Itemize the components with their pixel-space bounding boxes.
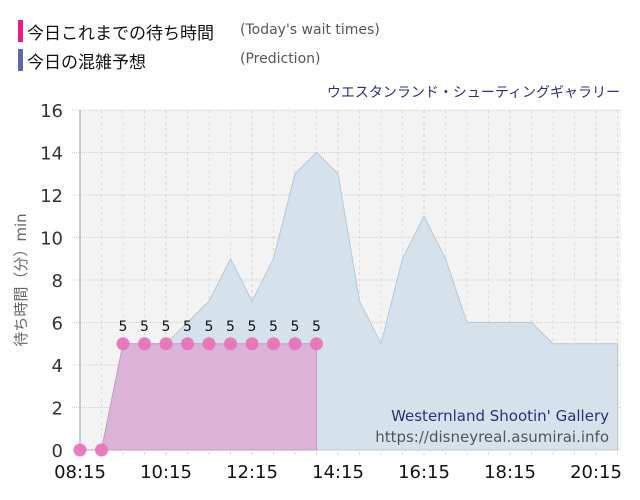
- y-axis-label: 待ち時間（分）min: [12, 213, 30, 346]
- svg-text:5: 5: [312, 319, 321, 335]
- svg-text:5: 5: [269, 319, 278, 335]
- legend-prediction-swatch: [18, 49, 23, 71]
- svg-text:12:15: 12:15: [226, 462, 278, 483]
- svg-text:5: 5: [291, 319, 300, 335]
- svg-text:4: 4: [52, 356, 63, 377]
- svg-text:16: 16: [40, 101, 63, 122]
- svg-text:6: 6: [52, 314, 63, 335]
- svg-text:5: 5: [183, 319, 192, 335]
- x-axis: 08:15 10:15 12:15 14:15 16:15 18:15 20:15: [54, 462, 622, 483]
- legend-prediction-label-en: (Prediction): [240, 51, 321, 67]
- legend-actual-label: 今日これまでの待ち時間: [27, 23, 214, 44]
- svg-text:16:15: 16:15: [398, 462, 450, 483]
- svg-text:14:15: 14:15: [312, 462, 364, 483]
- legend-prediction: 今日の混雑予想: [18, 49, 146, 73]
- svg-text:5: 5: [248, 319, 257, 335]
- svg-text:08:15: 08:15: [54, 462, 106, 483]
- svg-text:5: 5: [119, 319, 128, 335]
- svg-text:20:15: 20:15: [570, 462, 622, 483]
- svg-text:10:15: 10:15: [140, 462, 192, 483]
- y-axis: 0 2 4 6 8 10 12 14 16: [40, 101, 63, 462]
- svg-text:10: 10: [40, 229, 63, 250]
- svg-text:0: 0: [52, 441, 63, 462]
- svg-text:14: 14: [40, 144, 63, 165]
- legend-actual-label-en: (Today's wait times): [240, 22, 380, 38]
- actual-markers: [73, 337, 323, 457]
- legend-actual: 今日これまでの待ち時間: [18, 20, 214, 44]
- legend-actual-swatch: [18, 20, 23, 42]
- svg-text:18:15: 18:15: [484, 462, 536, 483]
- svg-text:2: 2: [52, 399, 63, 420]
- legend-prediction-label: 今日の混雑予想: [27, 52, 146, 73]
- svg-text:5: 5: [140, 319, 149, 335]
- svg-text:5: 5: [162, 319, 171, 335]
- svg-text:8: 8: [52, 271, 63, 292]
- svg-text:5: 5: [226, 319, 235, 335]
- svg-text:12: 12: [40, 186, 63, 207]
- watermark-name: Westernland Shootin' Gallery: [391, 407, 609, 425]
- attraction-title: ウエスタンランド・シューティングギャラリー: [326, 85, 620, 101]
- svg-text:5: 5: [205, 319, 214, 335]
- watermark-url: https://disneyreal.asumirai.info: [375, 428, 609, 446]
